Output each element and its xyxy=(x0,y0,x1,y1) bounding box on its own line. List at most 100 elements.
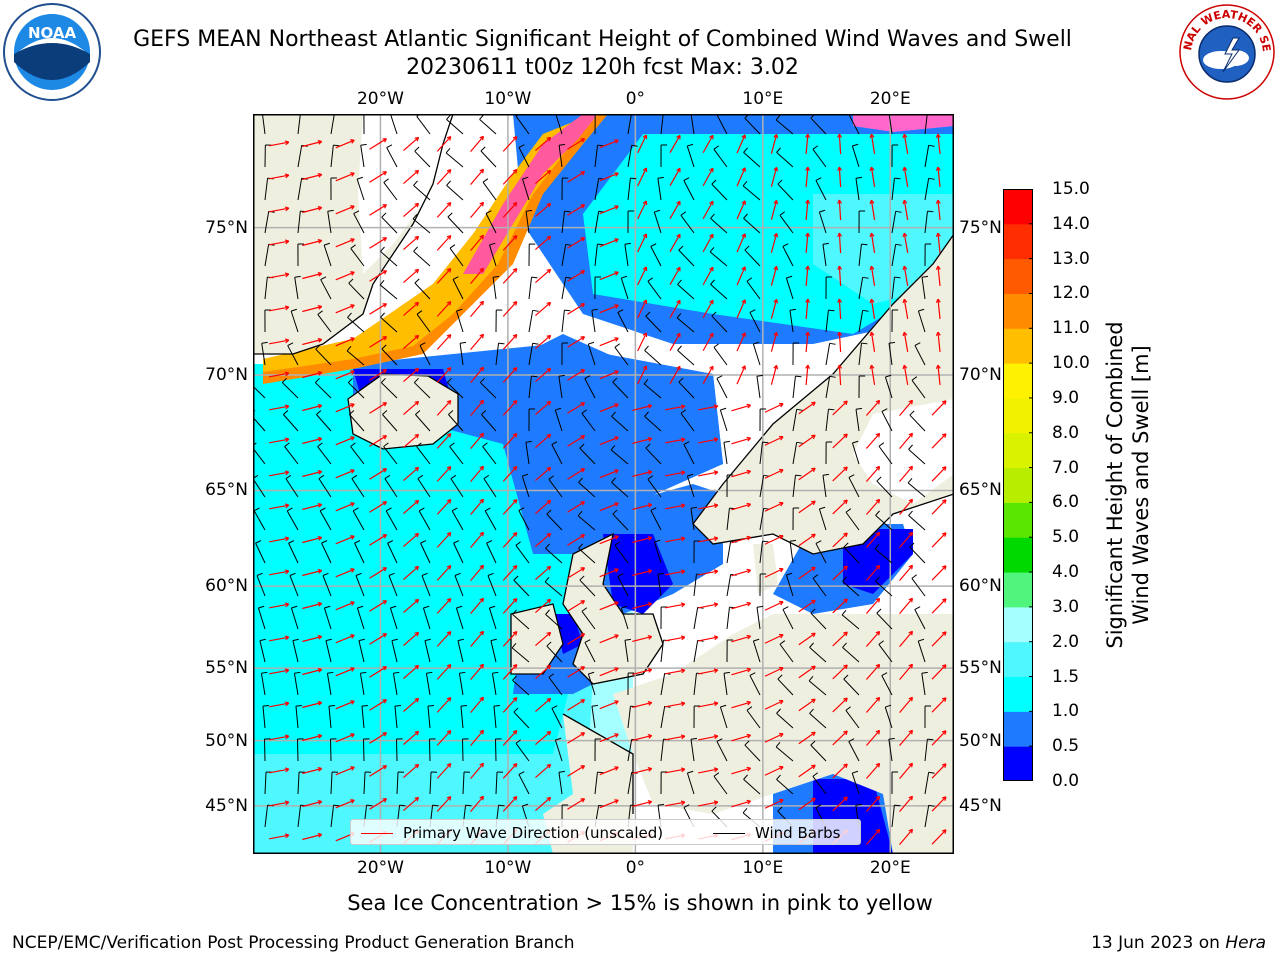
wave-arrow xyxy=(502,400,518,416)
wave-arrow xyxy=(764,798,784,809)
wave-arrow xyxy=(702,134,714,154)
nws-logo-icon: NATIONAL WEATHER SERVICE xyxy=(1177,2,1275,100)
wind-barb xyxy=(554,737,563,762)
wind-barb xyxy=(260,671,268,696)
wind-barb xyxy=(749,672,761,696)
wind-barb xyxy=(363,114,365,135)
wind-barb xyxy=(842,642,860,663)
wave-arrow xyxy=(369,633,388,645)
wave-arrow xyxy=(302,370,323,379)
wave-arrow xyxy=(369,567,388,579)
wave-arrow xyxy=(535,136,552,151)
wind-barb xyxy=(548,673,563,696)
wind-barb xyxy=(875,510,893,531)
wind-barb xyxy=(792,441,803,465)
wind-barb xyxy=(479,114,497,135)
wind-barb xyxy=(528,408,536,432)
wave-arrow xyxy=(502,697,518,713)
wave-arrow xyxy=(302,469,323,478)
wind-barb xyxy=(855,407,863,432)
wind-barb xyxy=(792,474,802,498)
wave-arrow xyxy=(436,268,452,284)
wave-arrow xyxy=(567,204,586,216)
lat-tick-label-right: 60°N xyxy=(959,576,1002,597)
wave-arrow xyxy=(736,332,746,352)
wind-barb xyxy=(777,179,794,201)
wave-arrow xyxy=(599,535,619,545)
wave-arrow xyxy=(702,365,714,385)
wind-barb xyxy=(711,311,728,333)
colorbar-segment xyxy=(1003,641,1033,678)
footer-date-text: 13 Jun 2023 on xyxy=(1091,933,1226,953)
wave-arrow xyxy=(702,200,714,220)
wave-arrow xyxy=(502,433,518,449)
wind-barb xyxy=(686,473,695,498)
wave-arrow xyxy=(302,502,323,511)
wind-barb xyxy=(386,144,398,168)
wind-barb xyxy=(851,770,860,795)
wave-arrow xyxy=(335,337,355,347)
wave-arrow xyxy=(369,534,388,546)
wind-barb xyxy=(617,309,629,333)
wind-barb xyxy=(779,211,794,234)
colorbar-tick-label: 1.0 xyxy=(1052,701,1080,722)
wave-arrow xyxy=(770,232,779,253)
wind-barb xyxy=(521,473,530,498)
wind-barb xyxy=(785,572,794,597)
wave-arrow xyxy=(832,664,848,680)
wave-arrow xyxy=(865,399,881,416)
wave-arrow xyxy=(403,796,420,812)
wind-barb xyxy=(522,176,530,201)
wind-barb xyxy=(842,576,860,597)
wind-barb xyxy=(287,342,299,366)
wind-barb xyxy=(429,771,438,795)
wind-barb xyxy=(612,509,629,531)
wind-barb xyxy=(412,213,431,234)
wind-barb xyxy=(314,377,332,399)
wave-arrow xyxy=(798,632,816,646)
wave-arrow xyxy=(502,301,518,317)
wave-arrow xyxy=(269,668,290,675)
wind-barb xyxy=(746,277,761,300)
wind-barb xyxy=(874,543,893,564)
wind-barb xyxy=(413,377,431,399)
wind-barb xyxy=(843,542,860,564)
wave-arrow xyxy=(567,138,586,150)
wind-barb xyxy=(709,246,728,267)
wind-barb xyxy=(325,638,332,663)
wave-arrow xyxy=(865,696,881,713)
wave-arrow xyxy=(535,796,552,811)
wind-barb xyxy=(677,345,695,366)
wind-barb xyxy=(456,308,464,333)
wave-arrow xyxy=(535,466,552,481)
wind-barb xyxy=(446,114,464,135)
wave-arrow xyxy=(269,734,290,741)
wind-barb xyxy=(417,474,431,498)
wave-arrow xyxy=(736,167,746,187)
wind-barb xyxy=(379,279,398,300)
wind-barb xyxy=(785,275,794,300)
wave-arrow xyxy=(335,304,355,314)
wave-arrow xyxy=(269,173,290,180)
wind-barb xyxy=(843,674,860,696)
legend-item-wind-barbs: Wind Barbs xyxy=(713,820,840,846)
lat-tick-label-right: 65°N xyxy=(959,480,1002,501)
wind-barb xyxy=(419,342,431,366)
wave-arrow xyxy=(599,700,619,710)
wave-arrow xyxy=(865,498,881,515)
wave-arrow xyxy=(470,432,485,450)
wave-arrow xyxy=(502,334,518,350)
wave-arrow xyxy=(403,466,420,482)
wind-barb xyxy=(427,705,434,729)
wave-arrow xyxy=(599,667,619,677)
wind-barb xyxy=(384,474,398,498)
wind-barb xyxy=(756,374,763,399)
wave-arrow xyxy=(335,370,355,380)
wind-barb xyxy=(528,309,539,333)
wind-barb xyxy=(924,144,935,168)
wind-barb xyxy=(876,608,893,630)
wind-barb xyxy=(581,607,596,630)
wind-barb xyxy=(358,638,365,663)
wave-arrow xyxy=(470,399,485,417)
wave-arrow xyxy=(269,206,290,213)
